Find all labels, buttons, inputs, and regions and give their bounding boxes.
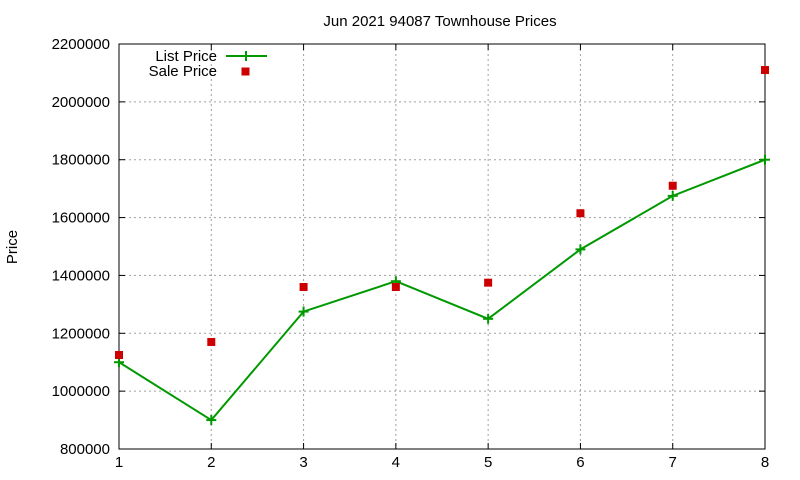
data-point-square — [115, 350, 123, 359]
legend-marker-sale-price — [241, 67, 250, 76]
y-tick-label: 1600000 — [52, 210, 110, 227]
y-tick-label: 1200000 — [52, 325, 110, 342]
data-point-square — [391, 283, 400, 291]
data-point-square — [484, 278, 493, 287]
series-line — [118, 158, 766, 422]
data-point-square — [668, 181, 677, 190]
y-tick-label: 800000 — [60, 441, 110, 458]
data-point-plus — [760, 154, 770, 165]
y-tick-label: 1000000 — [52, 383, 110, 400]
data-point-square — [761, 66, 769, 75]
data-point-plus — [206, 415, 217, 426]
x-tick-label: 3 — [299, 454, 307, 471]
x-tick-label: 8 — [761, 454, 769, 471]
data-point-plus — [298, 306, 309, 317]
data-point-plus — [483, 313, 494, 324]
data-point-plus — [667, 190, 678, 201]
grid-lines — [119, 44, 765, 449]
legend-label-list-price: List Price — [155, 48, 217, 65]
axis-ticks: 1 2 3 4 5 6 7 8 800000 1000000 1200000 1400000 16000… — [52, 36, 770, 471]
y-axis-label: Price — [4, 230, 21, 264]
data-layer — [114, 66, 770, 426]
x-tick-label: 2 — [207, 454, 215, 471]
y-tick-label: 2200000 — [52, 36, 110, 53]
y-tick-label: 2000000 — [52, 94, 110, 111]
plot-frame — [118, 43, 766, 450]
legend-marker-list-price — [241, 51, 251, 61]
x-tick-label: 6 — [576, 454, 584, 471]
x-tick-label: 7 — [669, 454, 677, 471]
data-point-square — [299, 283, 308, 291]
legend: List Price Sale Price — [149, 48, 267, 80]
legend-label-sale-price: Sale Price — [149, 63, 217, 80]
data-point-square — [576, 209, 585, 218]
data-point-plus — [575, 244, 586, 255]
x-tick-label: 4 — [392, 454, 400, 471]
series-0 — [114, 154, 770, 426]
chart-title: Jun 2021 94087 Townhouse Prices — [323, 13, 556, 30]
y-tick-label: 1800000 — [52, 152, 110, 169]
series-1 — [115, 66, 769, 359]
data-point-square — [207, 337, 216, 346]
x-tick-label: 5 — [484, 454, 492, 471]
y-tick-label: 1400000 — [52, 267, 110, 284]
x-tick-label: 1 — [115, 454, 123, 471]
